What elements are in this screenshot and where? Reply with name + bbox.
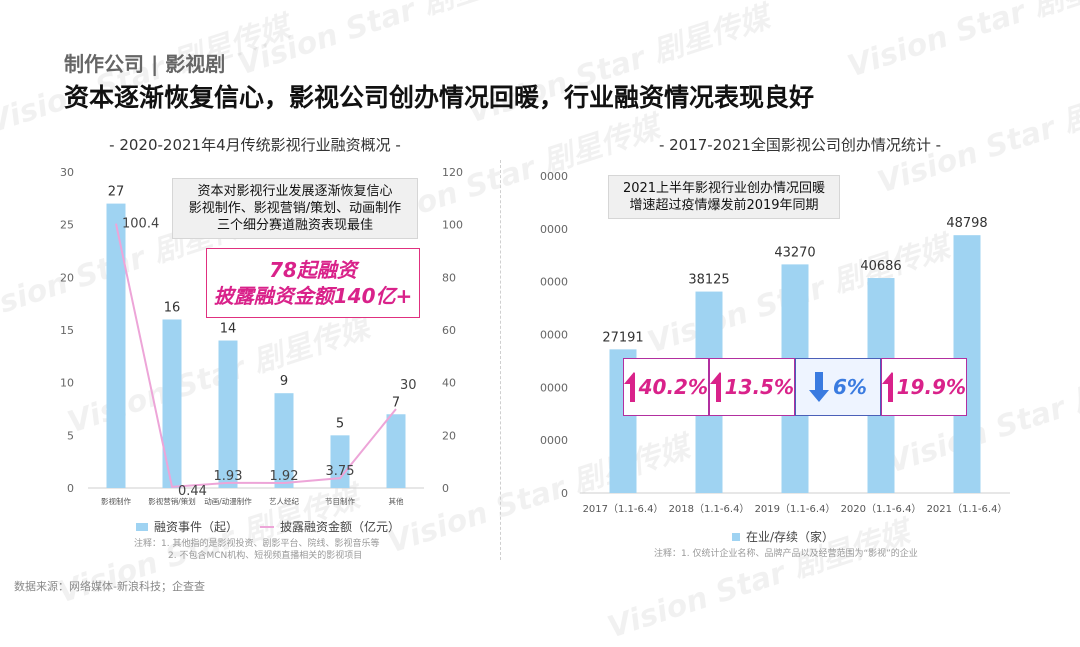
left-callout-pink: 78起融资 披露融资金额140亿+ — [206, 248, 420, 318]
arrow-up-icon — [882, 372, 893, 402]
bar — [218, 340, 238, 488]
x-tick-label: 2021（1.1-6.4） — [927, 503, 1008, 515]
chart-divider — [500, 160, 501, 560]
left-note-line-1: 注释：1. 其他指的是影视投资、剧影平台、院线、影视音乐等 — [134, 539, 380, 549]
arrow-up-icon — [624, 372, 635, 402]
right-chart-title: - 2017-2021全国影视公司创办情况统计 - — [658, 136, 942, 154]
growth-value: 6% — [833, 375, 867, 399]
growth-indicator: 19.9% — [881, 358, 967, 416]
line-value-label: 100.4 — [122, 217, 159, 232]
line-value-label: 3.75 — [326, 464, 355, 479]
left-note-line-2: 2. 不包含MCN机构、短视频直播相关的影视项目 — [168, 551, 363, 561]
x-tick-label: 2020（1.1-6.4） — [841, 503, 922, 515]
right-callout-line-2: 增速超过疫情爆发前2019年同期 — [629, 198, 819, 213]
y-right-tick-label: 80 — [442, 271, 456, 284]
left-legend-line: 披露融资金额（亿元） — [260, 518, 400, 535]
growth-indicator: 40.2% — [623, 358, 709, 416]
y-left-tick-label: 5 — [67, 429, 74, 442]
left-callout-line-2: 影视制作、影视营销/策划、动画制作 — [188, 201, 402, 216]
line-value-label: 1.92 — [270, 469, 299, 484]
growth-indicator: 6% — [795, 358, 881, 416]
bar-value-label: 14 — [220, 322, 237, 337]
data-source: 数据来源：网络媒体-新浪科技；企查查 — [14, 580, 205, 593]
legend-bar-label: 融资事件（起） — [154, 520, 239, 534]
y-left-tick-label: 25 — [60, 219, 74, 232]
bar — [386, 414, 406, 488]
line-value-label: 1.93 — [214, 469, 243, 484]
left-callout-gray: 资本对影视行业发展逐渐恢复信心 影视制作、影视营销/策划、动画制作 三个细分赛道… — [172, 178, 418, 239]
y-left-tick-label: 10 — [60, 377, 74, 390]
amount-line — [115, 223, 397, 488]
y-tick-label: 50000 — [540, 223, 568, 236]
y-tick-label: 60000 — [540, 170, 568, 183]
y-left-tick-label: 0 — [67, 482, 74, 495]
right-chart-svg: 0 10000 20000 30000 40000 50000 60000 27191 2017… — [540, 170, 1010, 515]
legend-line-label: 披露融资金额（亿元） — [280, 520, 401, 534]
left-chart-svg: 0 5 10 15 20 25 30 0 20 40 60 80 100 120 27 影视制作 16 影视营销/… — [60, 166, 463, 506]
growth-value: 40.2% — [638, 375, 708, 399]
y-right-tick-label: 20 — [442, 429, 456, 442]
bar-value-label: 9 — [280, 374, 288, 389]
bar-value-label: 27191 — [602, 330, 643, 345]
x-tick-label: 影视营销/策划 — [148, 496, 196, 506]
y-tick-label: 10000 — [540, 434, 568, 447]
x-tick-label: 艺人经纪 — [269, 496, 299, 506]
y-right-tick-label: 60 — [442, 324, 456, 337]
bar-value-label: 48798 — [946, 216, 987, 231]
growth-value: 19.9% — [896, 375, 966, 399]
x-tick-label: 2019（1.1-6.4） — [755, 503, 836, 515]
x-tick-label: 影视制作 — [101, 496, 131, 506]
bar-value-label: 27 — [108, 185, 125, 200]
arrow-up-icon — [710, 372, 721, 402]
growth-indicator: 13.5% — [709, 358, 795, 416]
left-legend-bar: 融资事件（起） — [136, 518, 238, 535]
arrow-down-icon — [809, 372, 830, 402]
x-tick-label: 2018（1.1-6.4） — [669, 503, 750, 515]
section-category: 制作公司 | 影视剧 — [64, 52, 226, 76]
right-legend: 在业/存续（家） — [732, 528, 834, 545]
left-chart-note: 注释：1. 其他指的是影视投资、剧影平台、院线、影视音乐等 2. 不包含MCN机… — [134, 538, 379, 562]
y-tick-label: 20000 — [540, 381, 568, 394]
bar-value-label: 43270 — [774, 245, 815, 260]
growth-value: 13.5% — [724, 375, 794, 399]
y-right-tick-label: 120 — [442, 166, 463, 179]
y-tick-label: 0 — [561, 487, 568, 500]
y-left-tick-label: 20 — [60, 271, 74, 284]
line-value-label: 30 — [400, 378, 417, 393]
x-tick-label: 节目制作 — [325, 496, 355, 506]
y-right-tick-label: 40 — [442, 377, 456, 390]
y-tick-label: 40000 — [540, 276, 568, 289]
left-callout-line-3: 三个细分赛道融资表现最佳 — [216, 218, 373, 233]
bar — [274, 393, 294, 488]
right-chart-note: 注释：1. 仅统计企业名称、品牌产品以及经营范围为“影视”的企业 — [654, 549, 918, 559]
right-callout-gray: 2021上半年影视行业创办情况回暖 增速超过疫情爆发前2019年同期 — [608, 175, 840, 219]
left-callout-line-1: 资本对影视行业发展逐渐恢复信心 — [197, 184, 393, 199]
y-left-tick-label: 15 — [60, 324, 74, 337]
y-tick-label: 30000 — [540, 329, 568, 342]
x-tick-label: 动画/动漫制作 — [204, 496, 252, 506]
bar — [106, 203, 126, 488]
y-left-tick-label: 30 — [60, 166, 74, 179]
bar-value-label: 40686 — [860, 259, 901, 274]
bar-value-label: 5 — [336, 416, 344, 431]
left-callout-pink-line-1: 78起融资 — [269, 258, 357, 282]
line-value-label: 0.44 — [178, 484, 207, 499]
x-tick-label: 其他 — [389, 496, 404, 506]
bar — [162, 319, 182, 488]
bar — [330, 435, 350, 488]
left-callout-pink-line-2: 披露融资金额140亿+ — [213, 284, 413, 308]
legend-line-swatch — [260, 525, 274, 528]
right-callout-line-1: 2021上半年影视行业创办情况回暖 — [622, 181, 826, 196]
bar-value-label: 7 — [392, 395, 400, 410]
legend-bar-swatch — [136, 522, 148, 531]
page-headline: 资本逐渐恢复信心，影视公司创办情况回暖，行业融资情况表现良好 — [64, 83, 815, 112]
bar-value-label: 16 — [164, 300, 181, 315]
bar-value-label: 38125 — [688, 273, 729, 288]
left-chart-title: - 2020-2021年4月传统影视行业融资概况 - — [109, 136, 401, 154]
right-legend-label: 在业/存续（家） — [746, 530, 835, 544]
x-tick-label: 2017（1.1-6.4） — [583, 503, 664, 515]
legend-swatch — [732, 532, 740, 541]
y-right-tick-label: 100 — [442, 219, 463, 232]
y-right-tick-label: 0 — [442, 482, 449, 495]
